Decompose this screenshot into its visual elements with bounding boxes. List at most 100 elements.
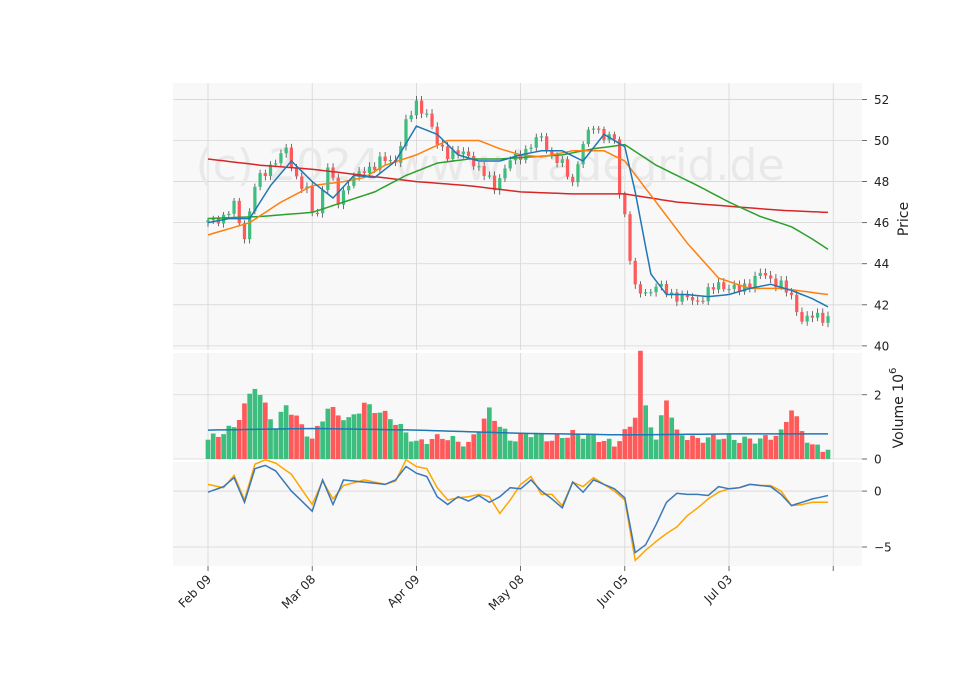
volume-bar bbox=[617, 441, 622, 459]
volume-bar bbox=[763, 435, 768, 459]
candle-body bbox=[685, 294, 689, 298]
candle-body bbox=[654, 286, 658, 293]
candle-body bbox=[784, 280, 788, 293]
volume-bar bbox=[690, 435, 695, 459]
volume-bar bbox=[523, 433, 529, 459]
candle-body bbox=[211, 218, 215, 221]
volume-bar bbox=[794, 416, 800, 459]
candle-body bbox=[315, 212, 320, 215]
volume-bar bbox=[393, 424, 398, 459]
candle-body bbox=[206, 220, 210, 223]
volume-bar bbox=[585, 433, 591, 459]
candle-body bbox=[404, 119, 408, 147]
volume-bar bbox=[638, 350, 643, 459]
volume-bar bbox=[216, 436, 221, 459]
candle-body bbox=[279, 153, 283, 164]
candle-body bbox=[664, 283, 669, 295]
volume-bar bbox=[236, 419, 242, 459]
candle-body bbox=[461, 151, 465, 155]
volume-bar bbox=[752, 443, 758, 459]
price-tick-label: 46 bbox=[874, 216, 889, 230]
candle-body bbox=[274, 163, 278, 165]
volume-bar bbox=[419, 439, 424, 459]
volume-bar bbox=[408, 441, 414, 459]
volume-axis-label-text: Volume 10 bbox=[891, 374, 907, 448]
volume-bar bbox=[210, 433, 216, 459]
candle-body bbox=[399, 146, 403, 163]
x-tick-label: Apr 09 bbox=[384, 572, 422, 610]
volume-bar bbox=[742, 436, 747, 459]
price-tick-label: 50 bbox=[874, 134, 889, 148]
volume-bar bbox=[513, 441, 518, 459]
volume-bar bbox=[492, 420, 497, 459]
candle-body bbox=[472, 155, 476, 167]
price-panel-background bbox=[173, 83, 862, 350]
candle-body bbox=[581, 144, 585, 165]
volume-bar bbox=[570, 429, 576, 459]
volume-bar bbox=[507, 440, 513, 459]
volume-bar bbox=[273, 428, 279, 459]
price-tick-label: 42 bbox=[874, 298, 889, 312]
candle-body bbox=[763, 272, 768, 276]
candle-body bbox=[628, 214, 632, 261]
volume-bar bbox=[622, 429, 628, 459]
volume-bar bbox=[398, 423, 404, 459]
volume-bar bbox=[518, 433, 523, 459]
volume-bar bbox=[356, 413, 362, 459]
volume-bar bbox=[309, 438, 315, 459]
ma-long-line bbox=[207, 143, 829, 251]
volume-bar bbox=[643, 405, 648, 459]
candle-body bbox=[258, 173, 262, 187]
volume-bar bbox=[664, 400, 669, 459]
volume-bar bbox=[612, 446, 617, 459]
volume-bar bbox=[810, 444, 815, 459]
candle-body bbox=[294, 167, 299, 177]
ma-fast-line bbox=[207, 125, 829, 308]
volume-bar bbox=[731, 439, 737, 459]
volume-bar bbox=[434, 434, 440, 459]
x-tick-label: May 08 bbox=[486, 572, 527, 613]
candle-body bbox=[456, 150, 460, 155]
volume-bar bbox=[825, 449, 831, 459]
volume-bar bbox=[205, 439, 211, 459]
x-tick-label: Jul 03 bbox=[701, 572, 735, 606]
volume-bar bbox=[372, 412, 378, 459]
volume-bar bbox=[252, 388, 258, 459]
candle-body bbox=[612, 134, 617, 140]
candle-body bbox=[440, 144, 445, 147]
volume-bar bbox=[283, 405, 289, 459]
candle-body bbox=[336, 177, 340, 205]
volume-bar bbox=[700, 442, 706, 459]
volume-bar bbox=[591, 433, 596, 459]
volume-bar bbox=[820, 451, 826, 459]
candle-body bbox=[815, 312, 820, 318]
volume-bar bbox=[549, 440, 555, 459]
volume-bar bbox=[721, 438, 727, 459]
indicator-lines bbox=[207, 125, 829, 562]
candle-body bbox=[617, 139, 622, 195]
candle-body bbox=[633, 260, 637, 285]
volume-bar bbox=[778, 429, 784, 459]
volume-bar bbox=[632, 417, 638, 459]
volume-bar bbox=[596, 442, 602, 459]
x-tick-label: Feb 09 bbox=[176, 572, 214, 610]
candle-body bbox=[696, 300, 700, 302]
volume-bar bbox=[747, 438, 753, 459]
volume-bar bbox=[554, 434, 560, 459]
volume-bar bbox=[242, 403, 247, 459]
candle-body bbox=[378, 156, 382, 170]
candle-body bbox=[659, 283, 663, 287]
volume-bar bbox=[627, 426, 633, 459]
volume-bar bbox=[460, 446, 466, 459]
candle-body bbox=[503, 168, 507, 179]
volume-bar bbox=[658, 415, 664, 459]
volume-bar bbox=[679, 435, 685, 459]
candle-body bbox=[383, 156, 387, 162]
volume-bar bbox=[544, 441, 549, 459]
volume-bar bbox=[361, 402, 367, 459]
candle-body bbox=[409, 115, 413, 120]
candle-body bbox=[550, 150, 554, 156]
candle-body bbox=[789, 292, 794, 295]
volume-bar bbox=[539, 433, 544, 459]
